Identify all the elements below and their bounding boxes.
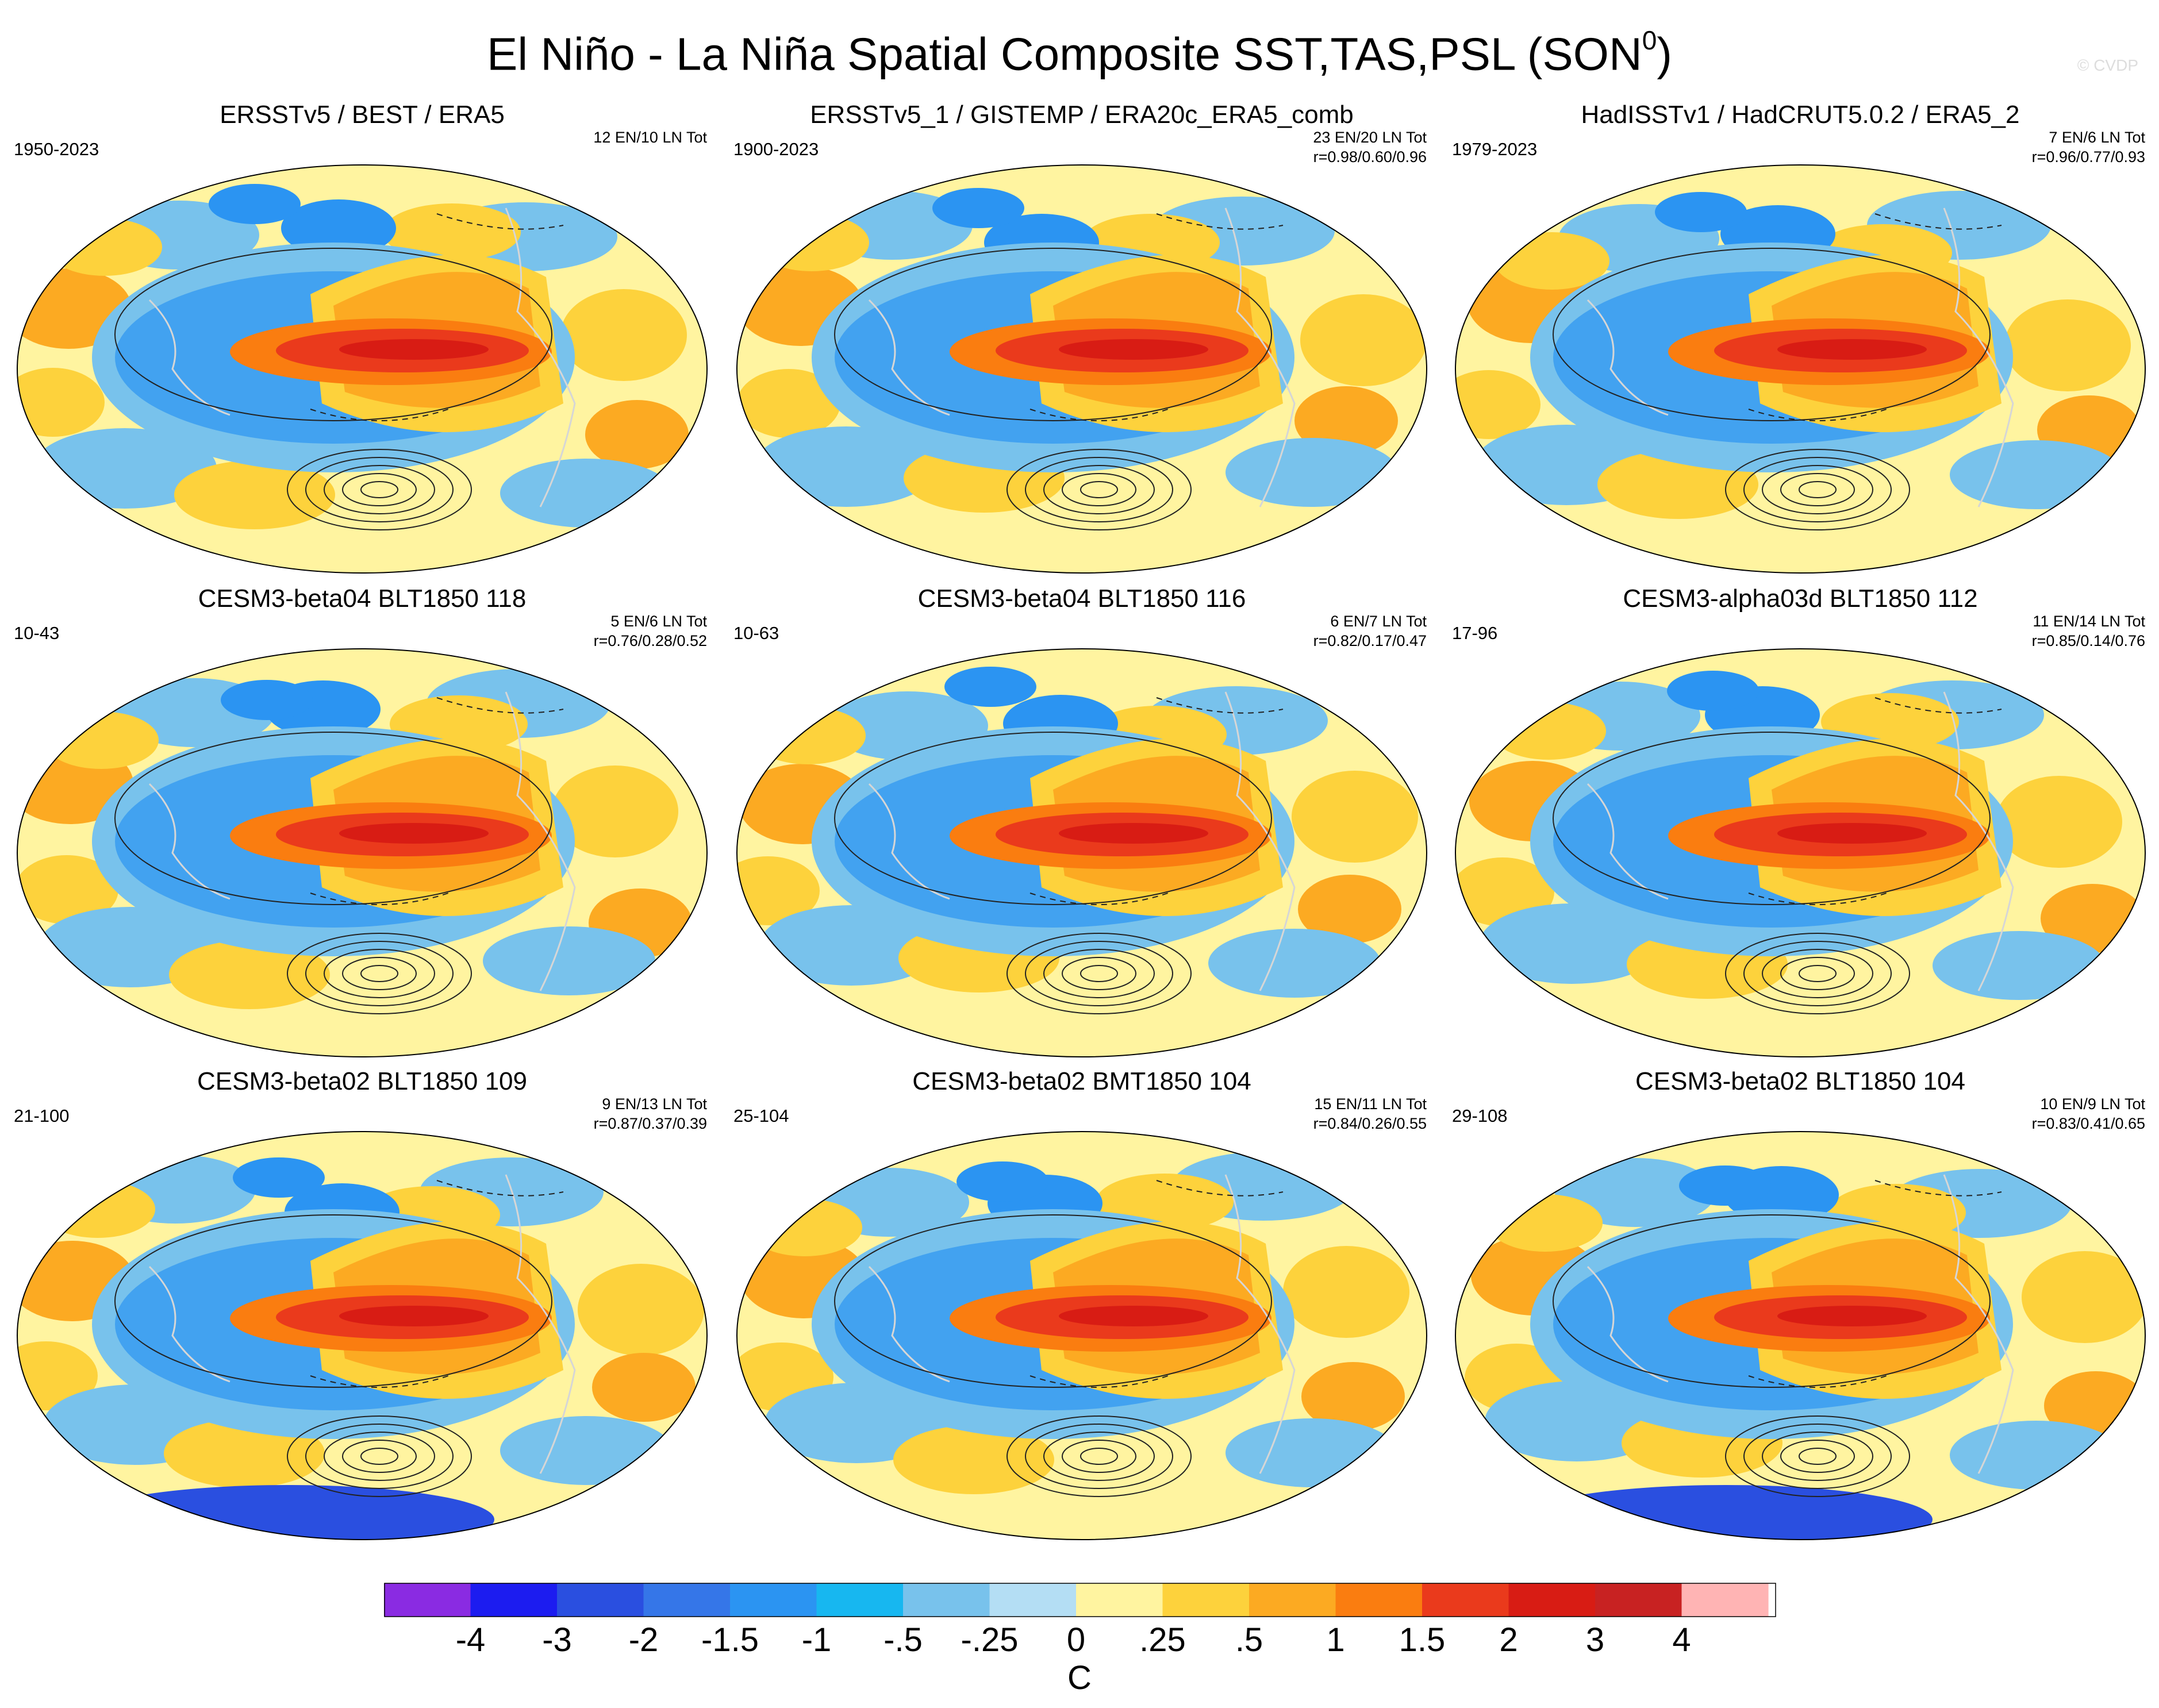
panel-stats: 11 EN/14 LN Tot r=0.85/0.14/0.76 (2032, 611, 2145, 651)
colorbar-tick-label: .25 (1139, 1621, 1186, 1659)
panel-correlations: r=0.85/0.14/0.76 (2031, 632, 2145, 649)
panel-title: CESM3-beta02 BLT1850 109 (197, 1067, 527, 1095)
colorbar-swatch (816, 1583, 904, 1617)
colorbar-swatch (903, 1583, 990, 1617)
colorbar-tick-label: -3 (542, 1621, 572, 1659)
panel-title: CESM3-beta02 BMT1850 104 (912, 1067, 1251, 1095)
panel-map (731, 162, 1432, 579)
panel-title: ERSSTv5 / BEST / ERA5 (220, 101, 505, 129)
colorbar-swatch (1249, 1583, 1336, 1617)
panel-map (11, 646, 713, 1063)
map-panel: CESM3-beta02 BLT1850 109 21-100 9 EN/13 LN… (6, 1064, 719, 1553)
colorbar-tick-label: 0 (1066, 1621, 1086, 1659)
panel-map (11, 162, 713, 579)
colorbar-swatch (470, 1583, 558, 1617)
map-panel: CESM3-beta04 BLT1850 116 10-63 6 EN/7 LN T… (725, 582, 1438, 1070)
map-panel: CESM3-beta02 BLT1850 104 29-108 10 EN/9 LN… (1444, 1064, 2157, 1553)
panel-title: CESM3-beta02 BLT1850 104 (1635, 1067, 1965, 1095)
panel-correlations: r=0.96/0.77/0.93 (2031, 148, 2145, 166)
panel-stats: 7 EN/6 LN Tot r=0.96/0.77/0.93 (2032, 128, 2145, 167)
colorbar-swatch (384, 1583, 471, 1617)
panel-event-count: 15 EN/11 LN Tot (1314, 1095, 1427, 1113)
panel-years: 1979-2023 (1452, 139, 1538, 159)
panel-years: 1900-2023 (733, 139, 819, 159)
panel-title: CESM3-beta04 BLT1850 116 (917, 584, 1246, 613)
panel-event-count: 11 EN/14 LN Tot (2033, 613, 2145, 630)
map-panel: CESM3-beta04 BLT1850 118 10-43 5 EN/6 LN T… (6, 582, 719, 1070)
map-panel: ERSSTv5 / BEST / ERA5 1950-2023 12 EN/10 L… (6, 98, 719, 586)
map-panel: HadISSTv1 / HadCRUT5.0.2 / ERA5_2 1979-20… (1444, 98, 2157, 586)
colorbar-swatch (557, 1583, 644, 1617)
panel-years: 10-43 (14, 623, 60, 643)
panel-correlations: r=0.87/0.37/0.39 (593, 1115, 707, 1132)
panel-title: ERSSTv5_1 / GISTEMP / ERA20c_ERA5_comb (810, 101, 1354, 129)
panel-event-count: 12 EN/10 LN Tot (593, 129, 707, 146)
colorbar (384, 1583, 1776, 1617)
colorbar-swatch (730, 1583, 817, 1617)
panel-map (1450, 1129, 2151, 1545)
panel-years: 17-96 (1452, 623, 1498, 643)
colorbar-tick-label: -2 (628, 1621, 659, 1659)
colorbar-tick-label: 1 (1326, 1621, 1345, 1659)
copyright-text: © CVDP (2077, 56, 2138, 74)
colorbar-swatch (1162, 1583, 1250, 1617)
panel-title: CESM3-alpha03d BLT1850 112 (1623, 584, 1978, 613)
colorbar-tick-label: -1 (801, 1621, 832, 1659)
panel-years: 10-63 (733, 623, 779, 643)
panel-map (1450, 646, 2151, 1063)
panel-stats: 6 EN/7 LN Tot r=0.82/0.17/0.47 (1313, 611, 1427, 651)
colorbar-tick-label: 1.5 (1399, 1621, 1446, 1659)
colorbar-tick-label: -.5 (883, 1621, 923, 1659)
panel-stats: 9 EN/13 LN Tot r=0.87/0.37/0.39 (594, 1094, 707, 1133)
colorbar-swatch (1422, 1583, 1509, 1617)
panel-correlations: r=0.83/0.41/0.65 (2031, 1115, 2145, 1132)
colorbar-unit: C (1067, 1659, 1092, 1697)
panel-map (11, 1129, 713, 1545)
panel-event-count: 10 EN/9 LN Tot (2040, 1095, 2145, 1113)
panel-years: 25-104 (733, 1106, 789, 1126)
panel-years: 29-108 (1452, 1106, 1508, 1126)
map-panel: CESM3-alpha03d BLT1850 112 17-96 11 EN/14 … (1444, 582, 2157, 1070)
panel-stats: 10 EN/9 LN Tot r=0.83/0.41/0.65 (2032, 1094, 2145, 1133)
panel-event-count: 7 EN/6 LN Tot (2049, 129, 2145, 146)
panel-correlations: r=0.82/0.17/0.47 (1313, 632, 1427, 649)
map-panel: ERSSTv5_1 / GISTEMP / ERA20c_ERA5_comb 19… (725, 98, 1438, 586)
panel-map (731, 1129, 1432, 1545)
panel-correlations: r=0.98/0.60/0.96 (1313, 148, 1427, 166)
panel-years: 21-100 (14, 1106, 70, 1126)
panel-event-count: 23 EN/20 LN Tot (1313, 129, 1427, 146)
colorbar-swatch (1595, 1583, 1682, 1617)
colorbar-swatch (643, 1583, 731, 1617)
panel-stats: 12 EN/10 LN Tot (593, 128, 707, 147)
panel-years: 1950-2023 (14, 139, 99, 159)
colorbar-swatch (1076, 1583, 1163, 1617)
colorbar-tick-label: 3 (1585, 1621, 1605, 1659)
panel-stats: 15 EN/11 LN Tot r=0.84/0.26/0.55 (1313, 1094, 1427, 1133)
panel-map (731, 646, 1432, 1063)
colorbar-tick-label: -.25 (961, 1621, 1019, 1659)
colorbar-swatch (1335, 1583, 1423, 1617)
panel-title: HadISSTv1 / HadCRUT5.0.2 / ERA5_2 (1581, 101, 2020, 129)
figure-title: El Niño - La Niña Spatial Composite SST,… (487, 25, 1672, 80)
map-panel: CESM3-beta02 BMT1850 104 25-104 15 EN/11 L… (725, 1064, 1438, 1553)
colorbar-tick-label: .5 (1235, 1621, 1263, 1659)
panel-event-count: 9 EN/13 LN Tot (602, 1095, 707, 1113)
panel-title: CESM3-beta04 BLT1850 118 (198, 584, 527, 613)
panel-map (1450, 162, 2151, 579)
colorbar-tick-label: 4 (1672, 1621, 1691, 1659)
panel-correlations: r=0.76/0.28/0.52 (593, 632, 707, 649)
panel-stats: 23 EN/20 LN Tot r=0.98/0.60/0.96 (1313, 128, 1427, 167)
colorbar-tick-label: -4 (455, 1621, 486, 1659)
panel-event-count: 5 EN/6 LN Tot (610, 613, 707, 630)
panel-event-count: 6 EN/7 LN Tot (1330, 613, 1427, 630)
colorbar-tick-label: 2 (1499, 1621, 1518, 1659)
colorbar-swatch (989, 1583, 1077, 1617)
panel-stats: 5 EN/6 LN Tot r=0.76/0.28/0.52 (594, 611, 707, 651)
colorbar-swatch (1681, 1583, 1769, 1617)
panel-correlations: r=0.84/0.26/0.55 (1313, 1115, 1427, 1132)
colorbar-tick-label: -1.5 (701, 1621, 759, 1659)
colorbar-swatch (1508, 1583, 1596, 1617)
